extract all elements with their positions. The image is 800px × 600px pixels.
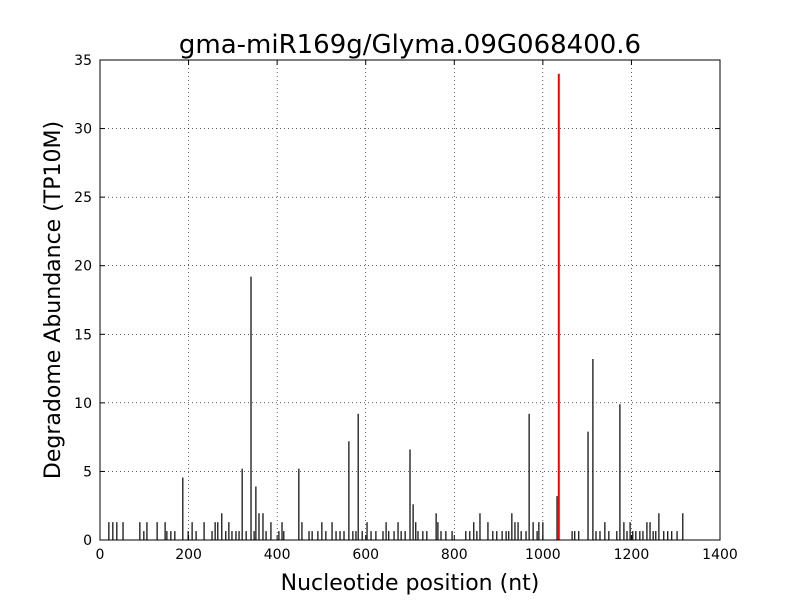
x-tick-label: 0 [96, 547, 105, 563]
y-tick-label: 35 [74, 53, 92, 69]
x-tick-label: 1200 [614, 547, 650, 563]
y-tick-label: 20 [74, 259, 92, 275]
x-axis-label: Nucleotide position (nt) [281, 571, 540, 596]
chart-title: gma-miR169g/Glyma.09G068400.6 [179, 30, 641, 60]
x-tick-label: 1000 [525, 547, 561, 563]
x-tick-label: 200 [175, 547, 202, 563]
x-tick-label: 1400 [702, 547, 738, 563]
y-tick-label: 15 [74, 327, 92, 343]
x-tick-label: 400 [264, 547, 291, 563]
plot-frame [99, 59, 721, 541]
x-tick-label: 800 [441, 547, 468, 563]
x-tick-label: 600 [352, 547, 379, 563]
y-tick-label: 5 [83, 464, 92, 480]
y-tick-label: 10 [74, 396, 92, 412]
y-tick-label: 0 [83, 533, 92, 549]
y-tick-label: 30 [74, 122, 92, 138]
y-tick-label: 25 [74, 190, 92, 206]
y-axis-label: Degradome Abundance (TP10M) [41, 121, 66, 479]
